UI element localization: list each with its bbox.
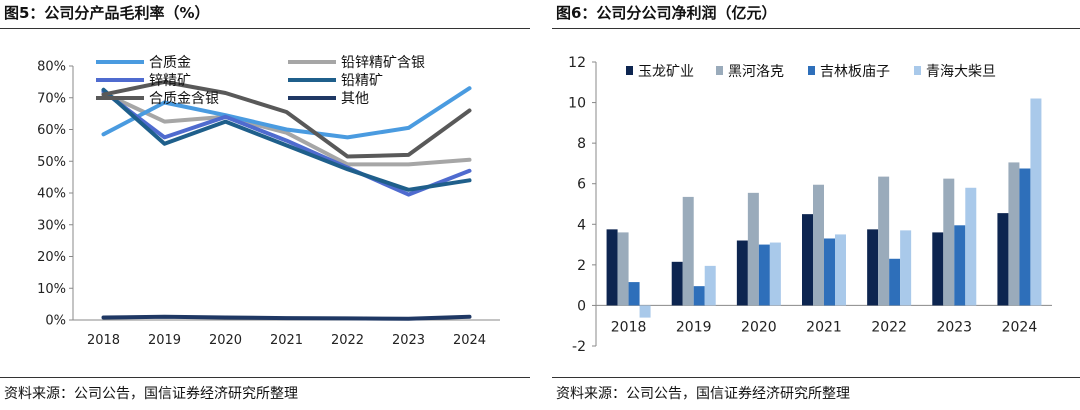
x-tick-label: 2022 xyxy=(871,319,907,335)
title-divider xyxy=(0,28,530,29)
x-tick-label: 2023 xyxy=(936,319,972,335)
legend-label: 铅锌精矿含银 xyxy=(341,55,425,71)
series-line-2 xyxy=(101,91,472,167)
bar-3-2022 xyxy=(889,258,901,306)
y-tick-label: 8 xyxy=(577,136,586,152)
x-tick-label: 2019 xyxy=(676,319,712,335)
series-line-1 xyxy=(101,86,472,140)
legend-label: 锌精矿 xyxy=(149,73,191,89)
y-tick-label: 4 xyxy=(577,217,586,233)
chart-title: 图6：公司分公司净利润（亿元） xyxy=(556,4,777,22)
legend-label: 黑河洛克 xyxy=(728,64,784,80)
x-tick-label: 2020 xyxy=(209,333,242,348)
source-note: 资料来源：公司公告，国信证券经济研究所整理 xyxy=(556,386,850,402)
y-tick-label: 20% xyxy=(37,250,66,265)
legend-swatch xyxy=(716,66,723,75)
y-tick-label: 80% xyxy=(37,60,66,75)
source-divider xyxy=(0,377,530,378)
bar-1-2024 xyxy=(997,213,1009,306)
y-tick-label: 10 xyxy=(568,96,586,112)
bar-3-2018 xyxy=(628,282,640,306)
bar-2-2019 xyxy=(682,196,694,306)
title-divider xyxy=(552,28,1080,29)
legend-swatch xyxy=(914,66,921,75)
bar-chart: -2 0 2 4 6 8 10 12 2018 2019 2020 2021 2022 2023 2024 玉… xyxy=(568,55,1052,355)
bar-1-2018 xyxy=(606,229,618,306)
bar-1-2021 xyxy=(802,214,813,306)
legend-swatch xyxy=(626,66,633,75)
chart-title: 图5：公司分产品毛利率（%） xyxy=(4,4,210,22)
bar-2-2022 xyxy=(878,176,890,306)
y-tick-label: 0 xyxy=(577,298,586,314)
legend-label: 其他 xyxy=(341,91,369,107)
bar-1-2020 xyxy=(736,240,748,306)
bar-4-2023 xyxy=(965,187,977,306)
bar-1-2019 xyxy=(671,261,683,306)
x-tick-label: 2022 xyxy=(331,333,364,348)
bar-4-2022 xyxy=(900,230,912,306)
x-tick-label: 2020 xyxy=(741,319,777,335)
bar-2-2018 xyxy=(617,232,629,306)
legend-label: 合质金 xyxy=(149,55,191,71)
legend-swatch xyxy=(808,66,815,75)
bar-4-2024 xyxy=(1030,98,1042,306)
bar-4-2018 xyxy=(639,305,651,318)
bar-3-2024 xyxy=(1019,168,1031,306)
bar-1-2022 xyxy=(867,229,879,306)
legend-label: 青海大柴旦 xyxy=(926,64,996,80)
y-tick-label: 40% xyxy=(37,187,66,202)
legend-label: 玉龙矿业 xyxy=(638,64,694,80)
source-divider xyxy=(552,377,1080,378)
bar-4-2020 xyxy=(769,242,781,306)
series-line-4 xyxy=(101,87,472,192)
series-line-5 xyxy=(101,79,472,159)
y-tick-label: 10% xyxy=(37,282,66,297)
x-tick-label: 2018 xyxy=(87,333,120,348)
series-line-3 xyxy=(101,89,472,197)
line-chart: 0% 10% 20% 30% 40% 50% 60% 70% 80% 2018 2019 2020 20… xyxy=(37,55,500,348)
bar-2-2024 xyxy=(1008,162,1020,306)
legend-label: 铅精矿 xyxy=(341,73,383,89)
bar-4-2019 xyxy=(704,265,716,306)
legend-label: 吉林板庙子 xyxy=(820,64,890,80)
x-tick-label: 2021 xyxy=(806,319,842,335)
bar-3-2023 xyxy=(954,225,966,306)
x-tick-label: 2023 xyxy=(392,333,425,348)
legend-label: 合质金含银 xyxy=(149,91,219,107)
net-profit-panel: 图6：公司分公司净利润（亿元） -2 0 2 4 6 8 10 12 2018 2019 2020 2… xyxy=(552,0,1080,410)
gross-margin-panel: 图5：公司分产品毛利率（%） 0% 10% 20% 30% 40% 50% 60% 70% 80… xyxy=(0,0,530,410)
series-line-6 xyxy=(101,314,472,321)
y-tick-label: 6 xyxy=(577,177,586,193)
x-tick-label: 2019 xyxy=(148,333,181,348)
x-tick-label: 2021 xyxy=(270,333,303,348)
source-note: 资料来源：公司公告，国信证券经济研究所整理 xyxy=(4,386,298,402)
x-tick-label: 2024 xyxy=(453,333,486,348)
bar-1-2023 xyxy=(932,232,944,306)
bar-4-2021 xyxy=(835,234,846,306)
y-tick-label: 50% xyxy=(37,155,66,170)
bar-3-2019 xyxy=(693,286,705,306)
bar-2-2020 xyxy=(747,192,759,306)
bar-3-2021 xyxy=(824,238,835,306)
bar-3-2020 xyxy=(758,244,770,306)
y-tick-label: 2 xyxy=(577,258,586,274)
y-tick-label: 70% xyxy=(37,91,66,106)
y-tick-label: 12 xyxy=(568,55,586,71)
y-tick-label: 0% xyxy=(45,314,66,329)
y-tick-label: -2 xyxy=(572,339,586,355)
x-tick-label: 2024 xyxy=(1002,319,1038,335)
x-tick-label: 2018 xyxy=(611,319,647,335)
bar-2-2021 xyxy=(813,184,824,306)
bar-2-2023 xyxy=(943,178,955,306)
y-tick-label: 60% xyxy=(37,123,66,138)
y-tick-label: 30% xyxy=(37,218,66,233)
